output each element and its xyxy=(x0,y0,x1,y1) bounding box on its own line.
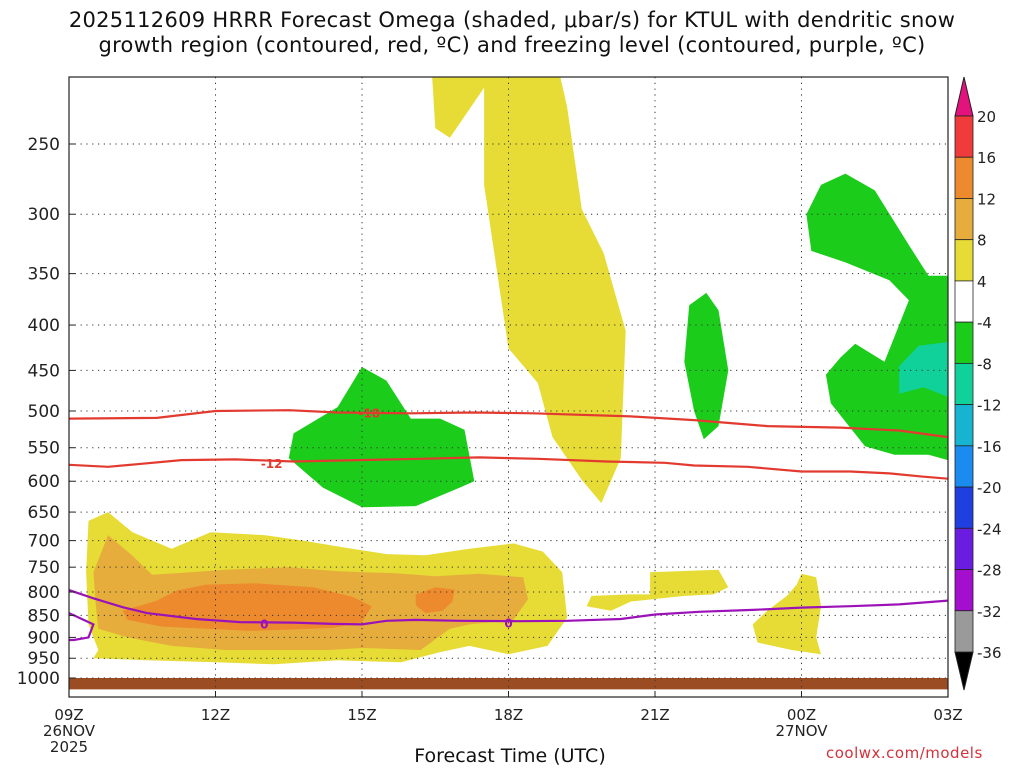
colorbar-segment xyxy=(954,198,974,241)
colorbar-segment xyxy=(954,362,974,406)
colorbar-label: 20 xyxy=(977,108,996,126)
colorbar-label: -20 xyxy=(977,479,1002,497)
x-tick-label: 15Z xyxy=(347,706,376,724)
colorbar-label: -12 xyxy=(977,397,1002,415)
freezing-contour xyxy=(69,589,948,626)
freezing-contour-loop xyxy=(69,612,95,642)
y-tick-label: 550 xyxy=(28,439,60,459)
colorbar-segment xyxy=(954,445,974,488)
contours: -18 -12 0 0 xyxy=(69,407,948,642)
y-tick-label: 450 xyxy=(28,361,60,381)
y-tick-label: 900 xyxy=(28,628,60,648)
omega-region-right-green-blob xyxy=(806,173,948,461)
credit-link[interactable]: coolwx.com/models xyxy=(826,744,983,762)
y-tick-label: 400 xyxy=(28,316,60,336)
colorbar-label: -4 xyxy=(977,314,992,332)
omega-region-right-yellow-strip xyxy=(586,569,729,611)
freezing-contour-label: 0 xyxy=(504,617,512,631)
colorbar-segment xyxy=(954,486,974,529)
omega-region-center-green-blob xyxy=(288,367,475,508)
colorbar-label: 16 xyxy=(977,149,996,167)
y-tick-label: 250 xyxy=(28,135,60,155)
omega-region-right-teal xyxy=(899,342,948,397)
x-axis-title: Forecast Time (UTC) xyxy=(414,745,606,767)
colorbar-label: -24 xyxy=(977,520,1002,538)
y-tick-label: 650 xyxy=(28,503,60,523)
y-tick-label: 350 xyxy=(28,265,60,285)
colorbar-segment xyxy=(954,280,974,323)
x-tick-date: 27NOV xyxy=(775,722,828,740)
y-tick-label: 500 xyxy=(28,402,60,422)
omega-regions xyxy=(69,77,948,690)
colorbar-segment xyxy=(954,239,974,282)
colorbar-label: -16 xyxy=(977,438,1002,456)
y-tick-label: 950 xyxy=(28,649,60,669)
colorbar-bottom-arrow xyxy=(954,651,974,691)
dgz-contour xyxy=(69,409,948,439)
y-tick-label: 300 xyxy=(28,205,60,225)
x-tick-label: 21Z xyxy=(640,706,669,724)
dgz-contour-label: -12 xyxy=(261,457,283,471)
y-tick-label: 600 xyxy=(28,472,60,492)
dgz-contour xyxy=(69,456,948,480)
y-tick-label: 750 xyxy=(28,558,60,578)
omega-region-small-dark-orange xyxy=(415,587,455,614)
colorbar: 20 16 12 8 4 -4 -8 -12 -16 -20 -24 -28 -32 -36 xyxy=(954,76,1002,691)
y-tick-label: 850 xyxy=(28,606,60,626)
chart-title-line-2: growth region (contoured, red, ºC) and f… xyxy=(98,33,926,57)
x-tick-label: 12Z xyxy=(201,706,230,724)
colorbar-segment xyxy=(954,321,974,364)
colorbar-label: 12 xyxy=(977,190,996,208)
colorbar-segment xyxy=(954,156,974,199)
dgz-contour-label: -18 xyxy=(358,407,380,421)
colorbar-label: -8 xyxy=(977,355,992,373)
colorbar-segment xyxy=(954,527,974,570)
freezing-contour-label: 0 xyxy=(260,617,268,631)
chart-title-line-1: 2025112609 HRRR Forecast Omega (shaded, … xyxy=(68,8,956,32)
x-tick-label: 18Z xyxy=(494,706,523,724)
y-tick-label: 1000 xyxy=(17,669,60,689)
omega-region-right-yellow-lower xyxy=(752,573,821,655)
x-tick-label: 00Z xyxy=(787,706,816,724)
x-tick-label: 03Z xyxy=(933,706,962,724)
y-tick-label: 800 xyxy=(28,583,60,603)
colorbar-segment xyxy=(954,610,974,653)
omega-region-ground xyxy=(69,678,948,690)
x-tick-label: 09Z xyxy=(54,706,83,724)
colorbar-label: -36 xyxy=(977,644,1002,662)
colorbar-segment xyxy=(954,115,974,158)
colorbar-label: 8 xyxy=(977,232,987,250)
omega-region-mid-green-streak xyxy=(684,292,729,440)
colorbar-top-arrow xyxy=(954,76,974,117)
omega-region-lower-dark-orange xyxy=(122,583,372,631)
y-tick-label: 700 xyxy=(28,532,60,552)
colorbar-segment xyxy=(954,404,974,447)
colorbar-label: -28 xyxy=(977,562,1002,580)
colorbar-segment xyxy=(954,569,974,612)
omega-region-upper-yellow xyxy=(432,77,626,504)
colorbar-label: 4 xyxy=(977,273,987,291)
x-tick-date: 26NOV xyxy=(43,722,96,740)
x-tick-year: 2025 xyxy=(50,738,88,756)
colorbar-label: -32 xyxy=(977,603,1002,621)
